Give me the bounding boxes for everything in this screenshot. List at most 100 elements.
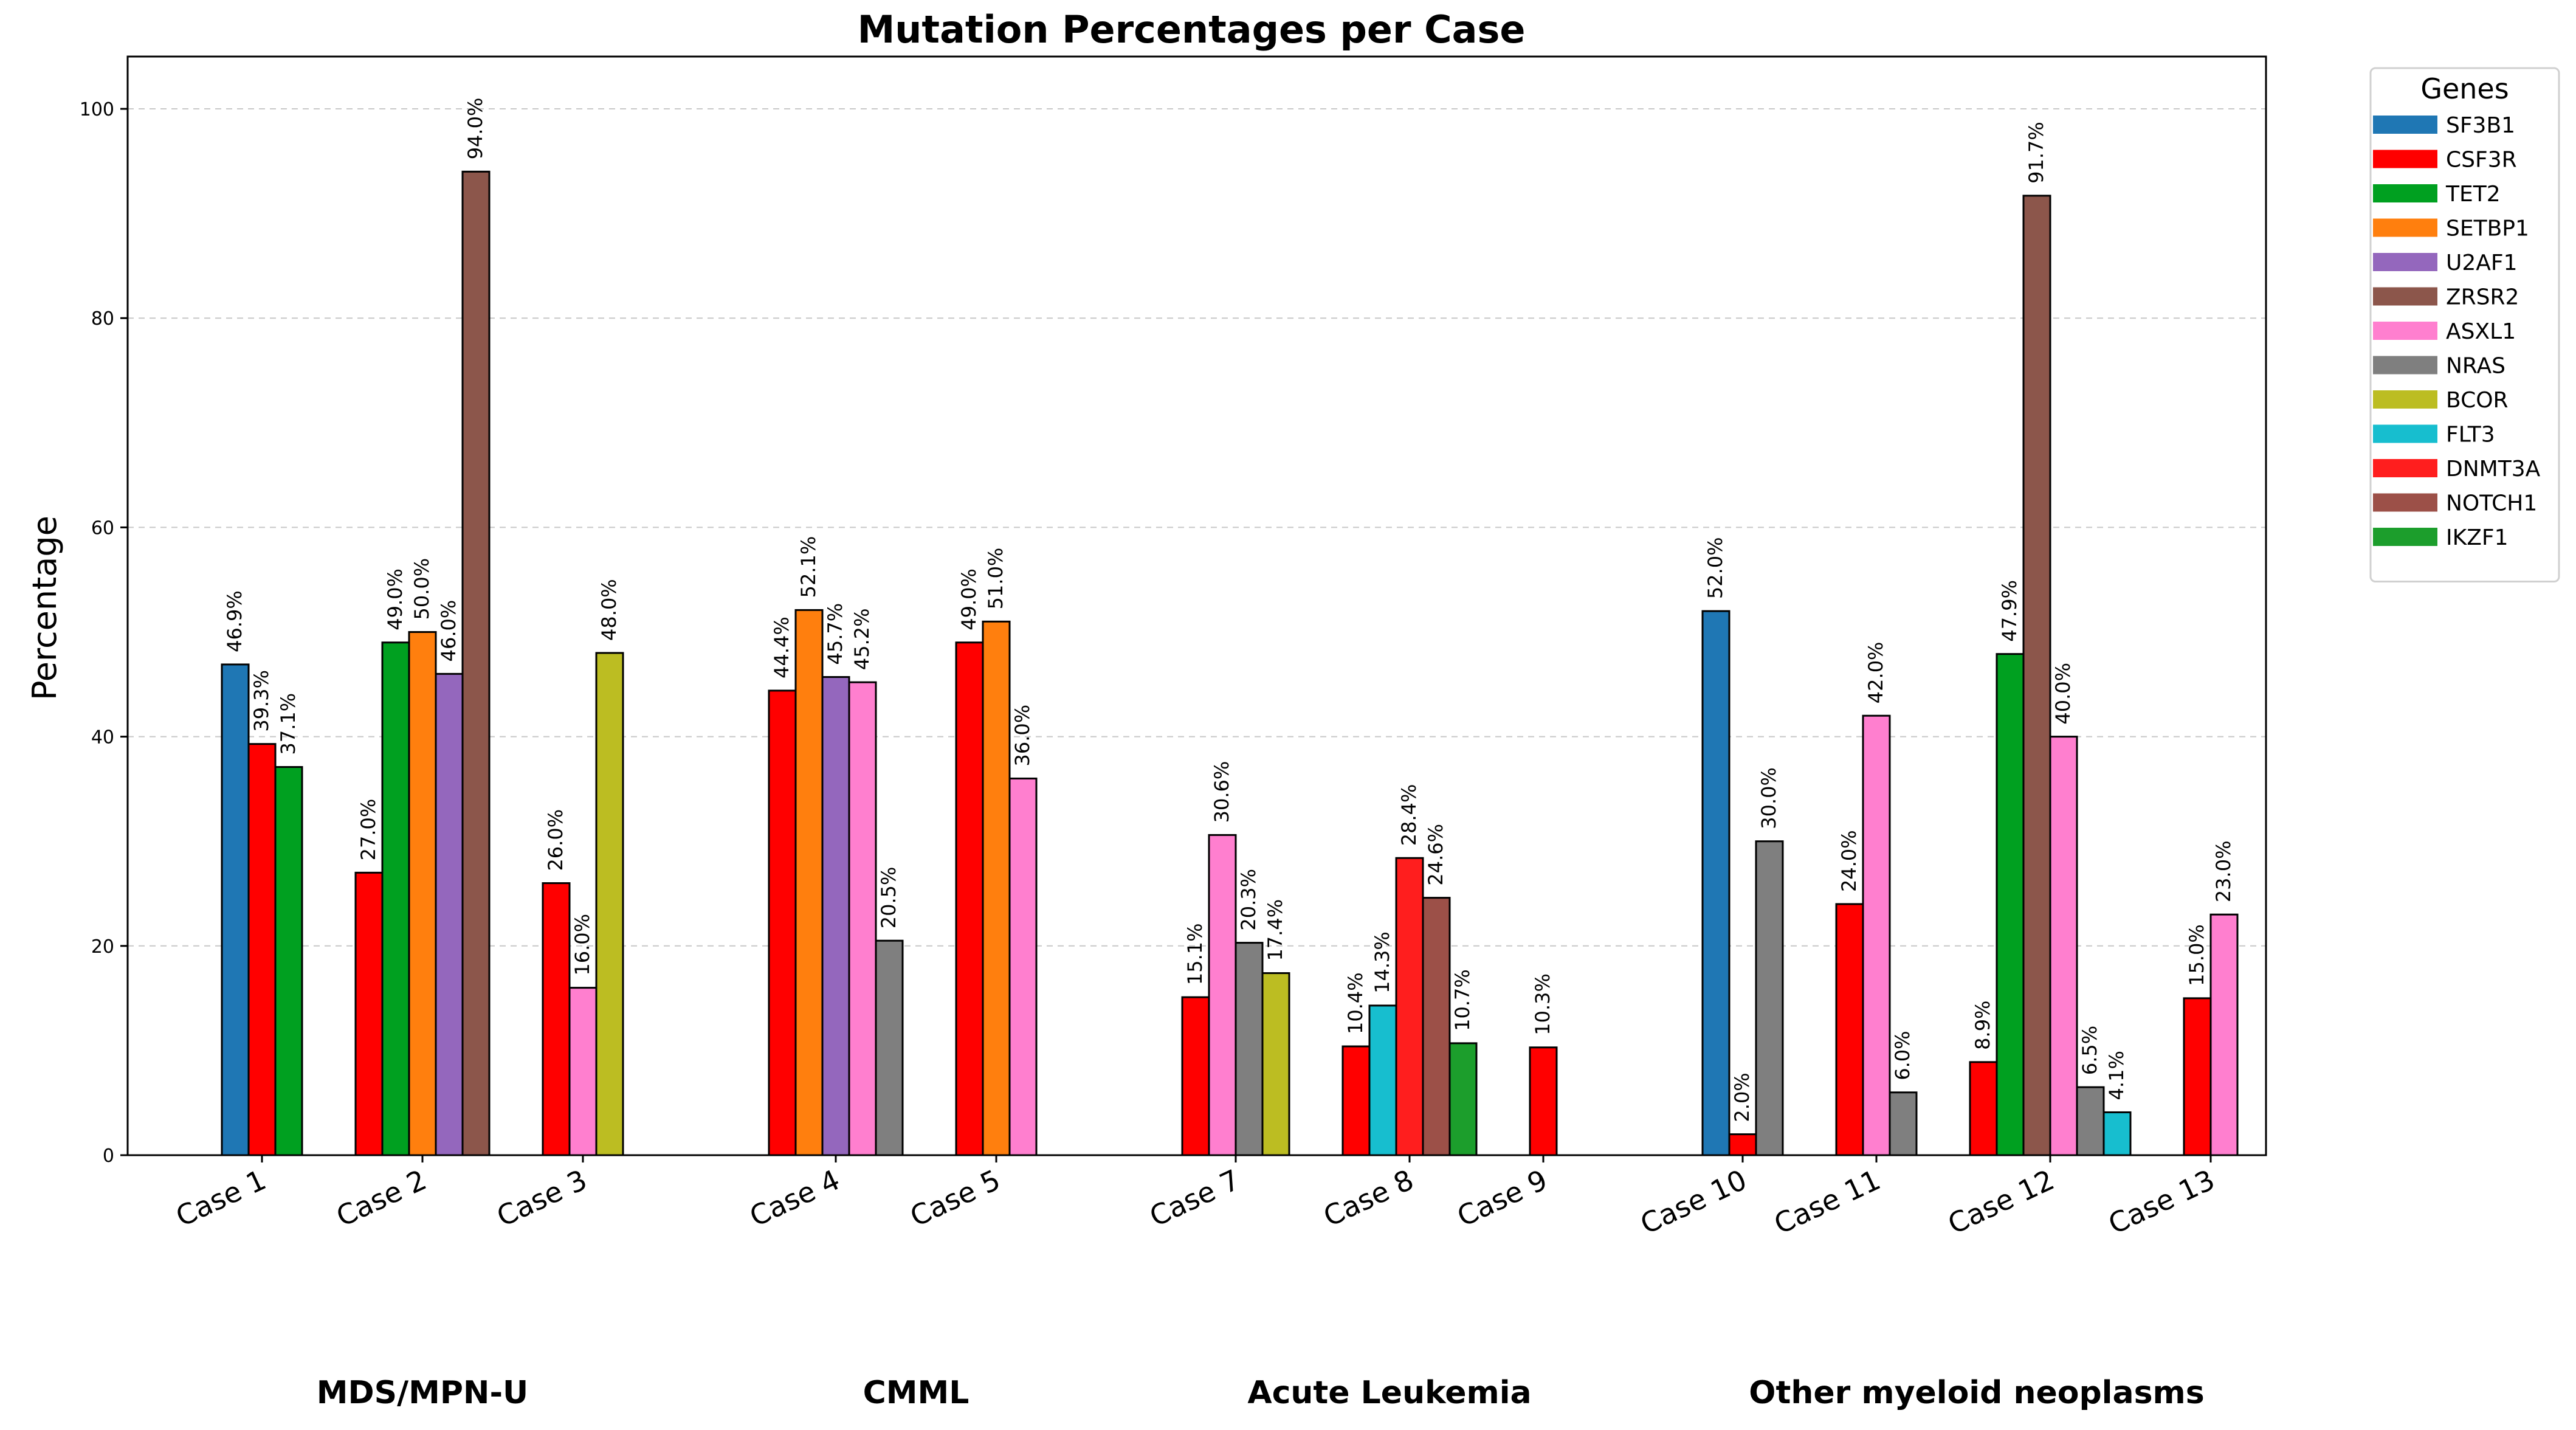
bar-case3-csf3r [542,882,571,1156]
legend-label: U2AF1 [2446,250,2518,275]
legend-swatch-sf3b1 [2373,116,2437,134]
bar-case8-notch1 [1422,897,1451,1156]
y-tick-label: 80 [91,308,114,330]
value-label: 6.5% [2078,1026,2101,1075]
value-label: 40.0% [2051,663,2075,725]
case-label: Case 7 [1145,1163,1245,1233]
legend-swatch-zrsr2 [2373,287,2437,306]
value-label: 4.1% [2105,1051,2128,1100]
bar-case7-bcor [1261,972,1290,1156]
bar-case8-ikzf1 [1448,1042,1478,1156]
y-tick-label: 0 [103,1145,114,1167]
legend-swatch-tet2 [2373,184,2437,202]
y-tick-label: 40 [91,727,114,748]
legend-label: DNMT3A [2446,457,2541,482]
legend-swatch-flt3 [2373,424,2437,443]
group-label: Acute Leukemia [1247,1375,1531,1411]
value-label: 26.0% [544,809,567,871]
legend: Genes SF3B1 CSF3R TET2 SETBP1 U2AF1 ZRSR2 ASXL1… [2369,67,2560,582]
bar-case10-csf3r [1728,1133,1757,1156]
bar-case7-asxl1 [1208,834,1237,1156]
legend-label: TET2 [2445,182,2501,207]
bar-case3-asxl1 [568,987,598,1156]
value-label: 52.0% [1704,537,1727,599]
value-label: 36.0% [1011,705,1034,767]
bar-case8-csf3r [1341,1045,1371,1156]
bar-case4-nras [875,939,904,1156]
value-label: 47.9% [1998,580,2021,642]
bar-case12-asxl1 [2049,736,2078,1156]
value-labels-layer: 46.9%39.3% 37.1%27.0%49.0% 50.0%46.0%94.0%… [223,98,2235,1122]
case-label: Case 2 [331,1163,432,1233]
legend-label: SETBP1 [2446,216,2529,241]
case-label: Case 11 [1769,1163,1885,1240]
bar-case5-asxl1 [1008,777,1038,1156]
value-label: 28.4% [1397,784,1421,846]
bar-case8-dnmt3a [1395,857,1424,1156]
legend-swatch-u2af1 [2373,253,2437,271]
bar-case9-csf3r [1529,1046,1558,1156]
value-label: 15.1% [1183,923,1207,985]
y-axis-label: Percentage [26,516,64,700]
value-label: 6.0% [1891,1031,1914,1080]
value-label: 49.0% [957,568,980,630]
case-label: Case 5 [905,1163,1005,1233]
value-label: 23.0% [2212,841,2235,903]
legend-swatch-dnmt3a [2373,459,2437,477]
bar-case11-nras [1889,1091,1918,1156]
value-label: 10.4% [1344,972,1367,1034]
bar-case4-setbp1 [794,609,824,1156]
value-label: 10.3% [1531,973,1554,1035]
case-label: Case 10 [1635,1163,1751,1240]
legend-swatch-csf3r [2373,150,2437,168]
value-label: 45.2% [850,608,873,670]
legend-label: ASXL1 [2446,319,2516,344]
value-label: 39.3% [250,670,273,732]
y-tick-label: 20 [91,936,114,958]
bar-case5-csf3r [955,641,984,1156]
bars-layer [221,170,2239,1156]
value-label: 51.0% [984,548,1007,610]
value-label: 49.0% [384,568,407,630]
bar-case4-asxl1 [848,681,877,1156]
bar-case1-sf3b1 [221,663,250,1156]
bar-case7-nras [1235,942,1264,1156]
value-label: 30.6% [1210,761,1233,823]
bar-case7-csf3r [1181,996,1210,1156]
value-label: 46.9% [223,590,246,652]
legend-swatch-setbp1 [2373,218,2437,237]
bar-case13-csf3r [2183,997,2212,1156]
legend-label: ZRSR2 [2446,285,2519,310]
value-label: 91.7% [2025,122,2048,184]
bar-case2-zrsr2 [461,170,491,1156]
value-label: 8.9% [1971,1001,1994,1050]
bar-case2-u2af1 [435,672,464,1156]
bar-case4-u2af1 [821,676,850,1156]
bar-case3-bcor [595,652,624,1156]
value-label: 46.0% [437,600,460,662]
legend-label: CSF3R [2446,148,2517,173]
y-tick-label: 100 [80,99,114,120]
bar-case12-nras [2076,1086,2105,1156]
bar-case4-csf3r [768,689,797,1156]
legend-swatch-bcor [2373,390,2437,409]
bar-case8-flt3 [1368,1004,1397,1156]
value-label: 42.0% [1864,642,1887,704]
bar-case12-csf3r [1969,1061,1998,1156]
y-tick-label: 60 [91,517,114,539]
case-label: Case 1 [171,1163,271,1233]
value-label: 10.7% [1451,969,1474,1031]
value-label: 37.1% [277,693,300,755]
case-label: Case 9 [1452,1163,1552,1233]
legend-swatch-notch1 [2373,493,2437,512]
value-label: 24.0% [1837,830,1861,892]
value-label: 44.4% [770,617,793,679]
legend-label: SF3B1 [2446,113,2515,138]
bar-case2-setbp1 [408,631,437,1156]
value-label: 94.0% [464,98,487,160]
value-label: 20.5% [877,867,900,929]
legend-label: BCOR [2446,388,2509,413]
case-label: Case 4 [745,1163,845,1233]
value-label: 24.6% [1424,824,1447,886]
